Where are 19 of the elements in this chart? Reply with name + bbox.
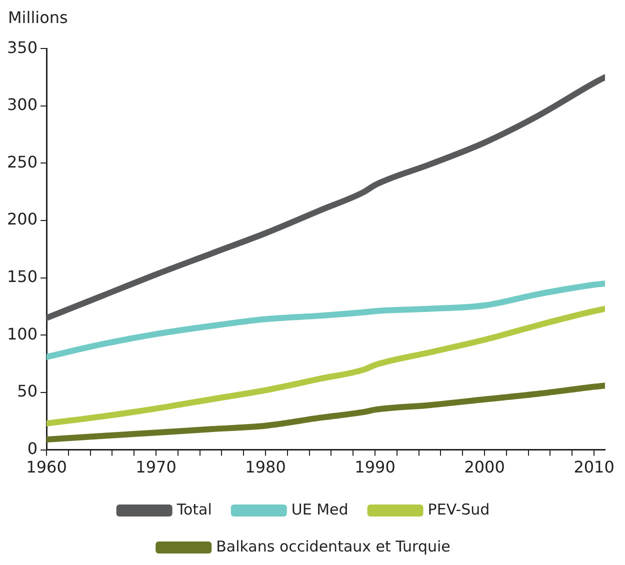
x-tick-label: 1990 bbox=[354, 458, 396, 477]
legend-label: UE Med bbox=[291, 500, 348, 518]
y-tick-label: 300 bbox=[6, 95, 38, 114]
y-tick-label: 50 bbox=[17, 382, 38, 401]
legend-label: Balkans occidentaux et Turquie bbox=[216, 537, 450, 556]
y-tick-label: 150 bbox=[6, 267, 38, 286]
y-tick-label: 0 bbox=[27, 438, 38, 458]
y-tick-label: 100 bbox=[6, 324, 38, 344]
legend-label: PEV-Sud bbox=[428, 500, 490, 518]
y-tick-label: 200 bbox=[6, 210, 38, 229]
x-tick-label: 1960 bbox=[26, 458, 67, 477]
y-tick-label: 350 bbox=[6, 38, 38, 57]
y-tick-label: 250 bbox=[6, 152, 38, 172]
x-tick-label: 2010 bbox=[574, 458, 614, 477]
x-tick-label: 1970 bbox=[136, 458, 176, 477]
y-axis-title: Millions bbox=[8, 8, 68, 27]
x-tick-label: 1980 bbox=[245, 458, 286, 477]
x-tick-label: 2000 bbox=[464, 458, 505, 477]
legend-label: Total bbox=[176, 500, 212, 518]
